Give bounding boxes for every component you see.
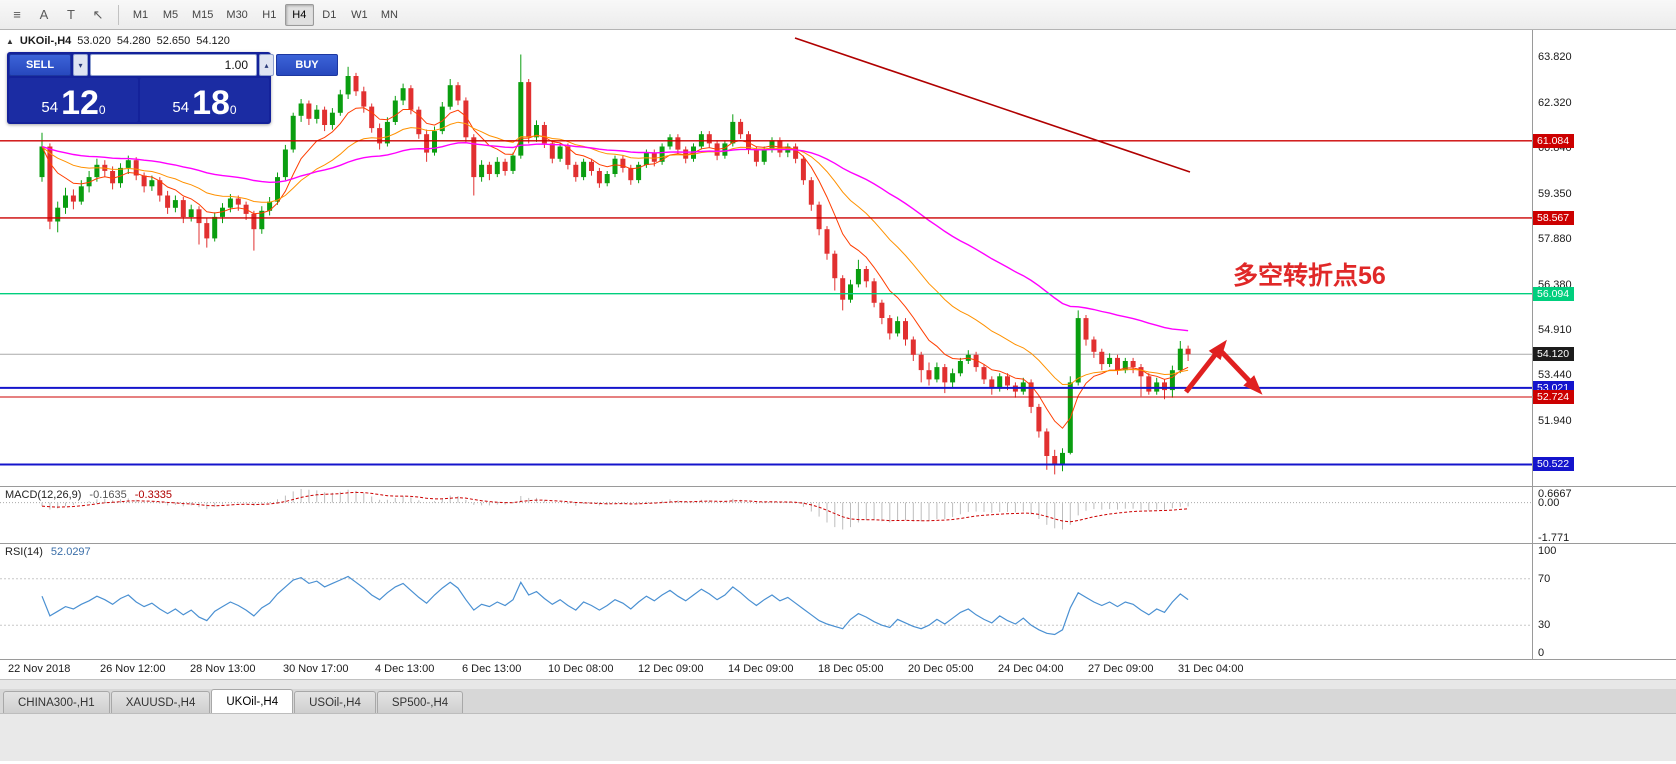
volume-input[interactable] (90, 54, 257, 76)
price-tick: 51.940 (1538, 415, 1572, 427)
chart-tab-bar: CHINA300-,H1 XAUUSD-,H4 UKOil-,H4 USOil-,H4… (0, 689, 1676, 713)
rsi-name: RSI(14) (5, 546, 43, 558)
macd-name: MACD(12,26,9) (5, 489, 82, 501)
time-axis-label: 27 Dec 09:00 (1088, 663, 1154, 675)
chart-tab-sp500h4[interactable]: SP500-,H4 (376, 691, 464, 713)
rsi-canvas[interactable] (0, 544, 1532, 659)
timeframe-m5-button[interactable]: M5 (156, 4, 185, 26)
time-axis-label: 22 Nov 2018 (8, 663, 71, 675)
timeframe-d1-button[interactable]: D1 (315, 4, 344, 26)
time-axis-label: 31 Dec 04:00 (1178, 663, 1244, 675)
price-level-badge: 50.522 (1533, 457, 1575, 471)
toolbar-separator (118, 4, 119, 25)
sell-price-pips: 12 (61, 84, 99, 123)
ohlc-close: 54.120 (196, 35, 230, 47)
price-tick: 63.820 (1538, 51, 1572, 63)
cursor-a-icon[interactable]: A (39, 7, 49, 22)
time-axis-label: 18 Dec 05:00 (818, 663, 884, 675)
price-tick: 54.910 (1538, 324, 1572, 336)
rsi-tick: 100 (1538, 545, 1557, 557)
rsi-label: RSI(14) 52.0297 (5, 546, 91, 558)
timeframe-mn-button[interactable]: MN (375, 4, 404, 26)
price-tick: 59.350 (1538, 188, 1572, 200)
timeframe-m15-button[interactable]: M15 (186, 4, 219, 26)
rsi-tick: 30 (1538, 619, 1551, 631)
time-axis-label: 30 Nov 17:00 (283, 663, 349, 675)
time-axis-label: 4 Dec 13:00 (375, 663, 435, 675)
collapse-panel-icon[interactable]: ▲ (6, 36, 14, 46)
time-axis-label: 14 Dec 09:00 (728, 663, 794, 675)
macd-main-value: -0.1635 (89, 489, 127, 501)
chart-tab-china300h1[interactable]: CHINA300-,H1 (3, 691, 110, 713)
last-price-badge: 54.120 (1533, 347, 1575, 361)
timeframe-m1-button[interactable]: M1 (126, 4, 155, 26)
buy-price-pips: 18 (192, 84, 230, 123)
volume-increase-button[interactable]: ▴ (259, 54, 274, 76)
buy-price-display[interactable]: 54 18 0 (140, 78, 269, 122)
tabbar-spacer (0, 679, 1676, 689)
price-level-badge: 56.094 (1533, 287, 1575, 301)
time-axis-label: 10 Dec 08:00 (548, 663, 614, 675)
annotation-text: 多空转折点56 (1233, 261, 1386, 290)
price-chart-pane[interactable]: 多空转折点56 ▲ UKOil-,H4 53.020 54.280 52.650… (0, 30, 1532, 486)
volume-decrease-button[interactable]: ▾ (73, 54, 88, 76)
candlestick-canvas[interactable]: 多空转折点56 (0, 30, 1532, 486)
sell-price-display[interactable]: 54 12 0 (9, 78, 138, 122)
macd-tick: 0.6667 (1538, 488, 1572, 500)
macd-label: MACD(12,26,9) -0.1635 -0.3335 (5, 489, 172, 501)
price-level-badge: 52.724 (1533, 390, 1575, 404)
symbol-label: UKOil-,H4 (19, 35, 72, 47)
chart-tab-usoilh4[interactable]: USOil-,H4 (294, 691, 376, 713)
time-axis[interactable]: 22 Nov 2018 26 Nov 12:00 28 Nov 13:00 30 No… (0, 659, 1676, 679)
time-axis-label: 28 Nov 13:00 (190, 663, 256, 675)
rsi-tick: 70 (1538, 573, 1551, 585)
price-level-badge: 61.084 (1533, 134, 1575, 148)
price-tick: 57.880 (1538, 233, 1572, 245)
price-tick: 53.440 (1538, 369, 1572, 381)
ohlc-low: 52.650 (156, 35, 191, 47)
rsi-value: 52.0297 (50, 546, 91, 558)
draw-tools-icon[interactable]: ↖ (92, 6, 104, 22)
price-tick: 62.320 (1538, 97, 1572, 109)
chart-list-icon[interactable]: ≡ (13, 7, 21, 22)
macd-canvas[interactable] (0, 487, 1532, 543)
rsi-pane[interactable]: RSI(14) 52.0297 (0, 544, 1532, 659)
rsi-axis[interactable]: 100 70 30 0 (1532, 544, 1675, 659)
rsi-tick: 0 (1538, 647, 1545, 659)
macd-tick: 0.00 (1538, 497, 1560, 509)
sell-price-whole: 54 (41, 99, 59, 116)
timeframe-h4-button[interactable]: H4 (284, 3, 314, 26)
buy-price-whole: 54 (172, 99, 190, 116)
ohlc-high: 54.280 (116, 35, 151, 47)
buy-button[interactable]: BUY (276, 54, 338, 76)
toolbar-icon-group: ≡ A T ↖ (4, 3, 111, 26)
ohlc-open: 53.020 (77, 35, 111, 47)
macd-axis[interactable]: 0.6667 0.00 -1.771 (1532, 487, 1675, 544)
price-axis[interactable]: 63.820 62.320 60.840 59.350 57.880 56.380 54.9… (1532, 30, 1675, 486)
macd-pane[interactable]: MACD(12,26,9) -0.1635 -0.3335 (0, 487, 1532, 543)
time-axis-label: 6 Dec 13:00 (462, 663, 522, 675)
chart-header: ▲ UKOil-,H4 53.020 54.280 52.650 54.120 (6, 35, 230, 47)
status-strip (0, 713, 1676, 761)
time-axis-label: 24 Dec 04:00 (998, 663, 1064, 675)
macd-tick: -1.771 (1538, 532, 1570, 544)
chart-tab-ukoilh4[interactable]: UKOil-,H4 (211, 689, 294, 713)
timeframe-m30-button[interactable]: M30 (220, 4, 253, 26)
buy-price-point: 0 (229, 103, 237, 117)
sell-price-point: 0 (98, 103, 106, 117)
text-tool-icon[interactable]: T (67, 7, 75, 22)
timeframe-group: M1 M5 M15 M30 H1 H4 D1 W1 MN (126, 3, 404, 26)
chart-toolbar: ≡ A T ↖ M1 M5 M15 M30 H1 H4 D1 W1 MN (0, 0, 1676, 30)
time-axis-label: 26 Nov 12:00 (100, 663, 166, 675)
sell-button[interactable]: SELL (9, 54, 71, 76)
timeframe-h1-button[interactable]: H1 (255, 4, 284, 26)
macd-signal-value: -0.3335 (134, 489, 173, 501)
time-axis-label: 20 Dec 05:00 (908, 663, 974, 675)
chart-tab-xauusdh4[interactable]: XAUUSD-,H4 (110, 691, 211, 713)
price-level-badge: 58.567 (1533, 211, 1575, 225)
time-axis-label: 12 Dec 09:00 (638, 663, 704, 675)
timeframe-w1-button[interactable]: W1 (345, 4, 374, 26)
